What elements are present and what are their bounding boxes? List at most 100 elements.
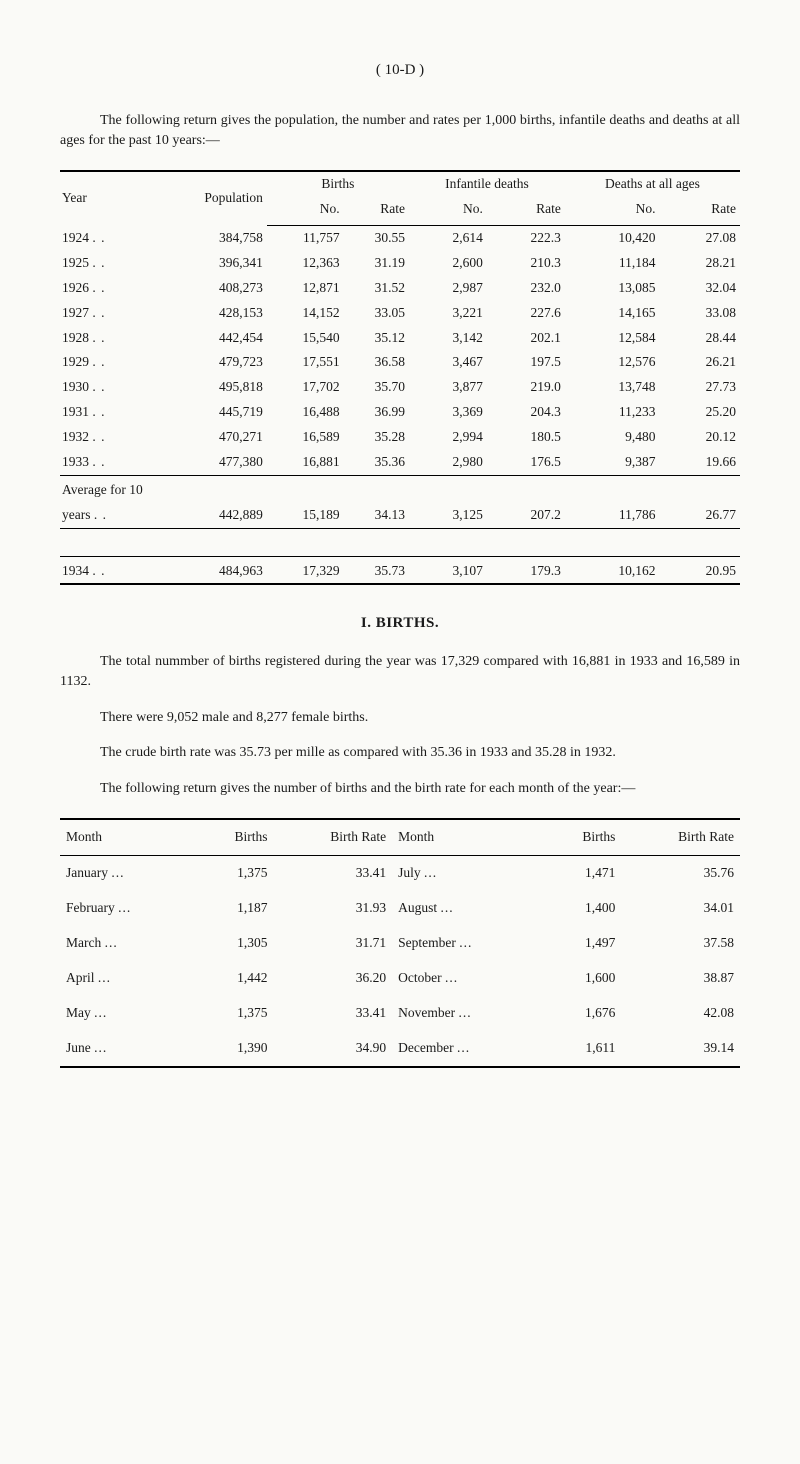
cell-d_rate: 27.08 [659, 225, 740, 250]
cell-d_no: 9,387 [565, 450, 660, 475]
th-infantile-rate: Rate [487, 197, 565, 225]
cell-b_no: 15,189 [267, 503, 344, 528]
cell-rate: 33.41 [274, 996, 393, 1031]
cell-b_no: 16,488 [267, 400, 344, 425]
dots: . . [92, 379, 105, 394]
dots: . . [92, 305, 105, 320]
cell-d_rate: 26.77 [659, 503, 740, 528]
th-infantile-no: No. [409, 197, 487, 225]
cell-i_no: 2,980 [409, 450, 487, 475]
th-month-l: Month [60, 819, 195, 855]
cell-d_no: 11,184 [565, 251, 660, 276]
cell-b_no: 17,551 [267, 350, 344, 375]
cell-i_rate: 202.1 [487, 326, 565, 351]
cell-pop: 428,153 [154, 301, 267, 326]
th-infantile: Infantile deaths [409, 171, 565, 197]
cell-b_rate: 35.28 [344, 425, 409, 450]
dots: ... [94, 1005, 107, 1020]
cell-i_no: 3,877 [409, 375, 487, 400]
cell-month: June ... [60, 1031, 195, 1067]
cell-d_rate: 28.44 [659, 326, 740, 351]
cell-births: 1,375 [195, 996, 274, 1031]
cell-pop: 495,818 [154, 375, 267, 400]
dots: . . [92, 330, 105, 345]
cell-year: 1929 . . [60, 350, 154, 375]
cell-pop: 396,341 [154, 251, 267, 276]
cell-year: 1930 . . [60, 375, 154, 400]
th-deaths-all: Deaths at all ages [565, 171, 740, 197]
births-para-4: The following return gives the number of… [60, 779, 740, 799]
cell-b_rate: 36.58 [344, 350, 409, 375]
cell-b_no: 12,363 [267, 251, 344, 276]
cell-avg-label: Average for 10 [60, 478, 740, 503]
cell-i_rate: 204.3 [487, 400, 565, 425]
cell-i_rate: 222.3 [487, 225, 565, 250]
cell-i_no: 2,994 [409, 425, 487, 450]
cell-i_no: 3,125 [409, 503, 487, 528]
births-para-3: The crude birth rate was 35.73 per mille… [60, 743, 740, 763]
cell-i_no: 3,107 [409, 559, 487, 585]
cell-b_rate: 33.05 [344, 301, 409, 326]
cell-i_rate: 210.3 [487, 251, 565, 276]
cell-rate: 42.08 [621, 996, 740, 1031]
table-row-avg: years . .442,88915,18934.133,125207.211,… [60, 503, 740, 528]
dots: ... [111, 865, 124, 880]
cell-rate: 37.58 [621, 926, 740, 961]
cell-b_rate: 36.99 [344, 400, 409, 425]
cell-rate: 35.76 [621, 856, 740, 891]
cell-pop: 479,723 [154, 350, 267, 375]
cell-year: 1926 . . [60, 276, 154, 301]
table-row: February ...1,18731.93August ...1,40034.… [60, 891, 740, 926]
table-row: 1934 . .484,96317,32935.733,107179.310,1… [60, 559, 740, 585]
cell-births: 1,676 [543, 996, 622, 1031]
th-deaths-rate: Rate [659, 197, 740, 225]
cell-i_no: 2,614 [409, 225, 487, 250]
cell-d_no: 11,233 [565, 400, 660, 425]
cell-b_no: 17,329 [267, 559, 344, 585]
cell-month: July ... [392, 856, 543, 891]
cell-d_rate: 19.66 [659, 450, 740, 475]
cell-i_no: 2,987 [409, 276, 487, 301]
th-year: Year [60, 171, 154, 225]
table-row: March ...1,30531.71September ...1,49737.… [60, 926, 740, 961]
cell-b_no: 12,871 [267, 276, 344, 301]
dots: . . [92, 354, 105, 369]
table-row-avg-label: Average for 10 [60, 478, 740, 503]
cell-pop: 408,273 [154, 276, 267, 301]
cell-month: May ... [60, 996, 195, 1031]
cell-d_rate: 26.21 [659, 350, 740, 375]
cell-i_rate: 207.2 [487, 503, 565, 528]
table-row: 1928 . .442,45415,54035.123,142202.112,5… [60, 326, 740, 351]
table-row: 1924 . .384,75811,75730.552,614222.310,4… [60, 225, 740, 250]
cell-births: 1,600 [543, 961, 622, 996]
cell-i_no: 3,467 [409, 350, 487, 375]
cell-d_no: 11,786 [565, 503, 660, 528]
cell-i_rate: 227.6 [487, 301, 565, 326]
cell-b_rate: 30.55 [344, 225, 409, 250]
cell-d_no: 10,420 [565, 225, 660, 250]
monthly-births-table: Month Births Birth Rate Month Births Bir… [60, 818, 740, 1067]
dots: . . [92, 429, 105, 444]
cell-month: October ... [392, 961, 543, 996]
cell-rate: 38.87 [621, 961, 740, 996]
cell-i_rate: 179.3 [487, 559, 565, 585]
th-month-r: Month [392, 819, 543, 855]
cell-births: 1,442 [195, 961, 274, 996]
cell-pop: 442,454 [154, 326, 267, 351]
dots: ... [445, 970, 458, 985]
births-para-2: There were 9,052 male and 8,277 female b… [60, 708, 740, 728]
cell-b_rate: 35.12 [344, 326, 409, 351]
cell-d_rate: 25.20 [659, 400, 740, 425]
cell-d_rate: 20.95 [659, 559, 740, 585]
dots: ... [105, 935, 118, 950]
th-deaths-no: No. [565, 197, 660, 225]
cell-i_rate: 197.5 [487, 350, 565, 375]
cell-d_no: 12,584 [565, 326, 660, 351]
intro-paragraph: The following return gives the populatio… [60, 111, 740, 150]
cell-d_no: 9,480 [565, 425, 660, 450]
table-row: June ...1,39034.90December ...1,61139.14 [60, 1031, 740, 1067]
cell-pop: 442,889 [154, 503, 267, 528]
cell-d_rate: 27.73 [659, 375, 740, 400]
cell-d_rate: 28.21 [659, 251, 740, 276]
cell-rate: 39.14 [621, 1031, 740, 1067]
